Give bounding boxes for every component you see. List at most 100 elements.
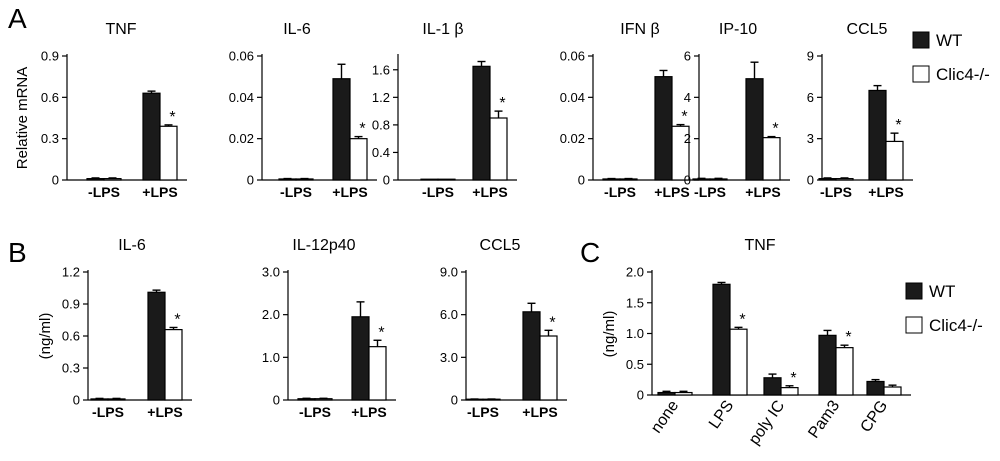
bar-wt [818,334,837,396]
chart-a-5: 0 3 6 9 CCL5 -LPS * +LPS [807,21,913,200]
x-category-label: -LPS [604,184,636,200]
y-tick-label: 6 [807,90,814,105]
y-tick-label: 0 [807,173,814,188]
x-category-label: Pam3 [805,397,843,441]
charts: 00.30.60.9TNF-LPS*+LPS00.020.040.06IL-6-… [14,21,913,448]
x-category-label: +LPS [332,184,367,200]
chart-a-1: 0 0.02 0.04 0.06 IL-6 -LPS * +LPS [229,21,377,200]
y-tick-label: 0 [451,393,458,408]
bar-ko [835,347,854,396]
y-tick-label: 1.2 [372,90,390,105]
significance-marker: * [895,117,901,134]
y-tick-label: 0 [73,393,80,408]
significance-marker: * [772,121,778,138]
bar-wt [522,311,541,401]
x-category-label: +LPS [147,404,182,420]
x-category-label: +LPS [472,184,507,200]
panel-label-a: A [8,3,27,34]
y-tick-label: 0 [684,173,691,188]
x-category-label: +LPS [868,184,903,200]
y-tick-label: 0.04 [560,90,585,105]
y-axis-title: (ng/ml) [37,313,54,360]
bar-ko [437,178,456,181]
chart-title: TNF [105,21,136,38]
panel-label-c: C [580,237,600,268]
chart-b-6: 0 0.3 0.6 0.9 1.2 IL-6 -LPS * +LPS [62,237,192,420]
y-tick-label: 0 [247,173,254,188]
legend-ko-label: Clic4-/- [936,65,990,84]
y-tick-label: 0 [273,393,280,408]
x-category-label: +LPS [522,404,557,420]
significance-marker: * [378,324,384,341]
panel-label-b: B [8,237,27,268]
chart-title: IL-1 β [422,21,463,38]
x-category-label: -LPS [422,184,454,200]
y-tick-label: 0.3 [62,361,80,376]
y-tick-label: 0.9 [41,49,59,64]
bar-wt [818,178,837,181]
bar-ko [349,138,368,181]
bar-ko [489,117,508,181]
y-tick-label: 3.0 [440,350,458,365]
bar-ko [835,178,854,181]
y-tick-label: 0 [578,173,585,188]
x-category-label: +LPS [745,184,780,200]
legend-wt-swatch [912,31,930,49]
bar-wt [332,78,351,181]
legend-top: WT Clic4-/- [912,31,990,84]
bar-wt [420,178,439,181]
y-tick-label: 1.0 [262,350,280,365]
significance-marker: * [549,314,555,331]
y-tick-label: 9 [807,49,814,64]
y-tick-label: 2 [684,131,691,146]
bar-wt [745,78,764,181]
y-tick-label: 9.0 [440,265,458,280]
bar-ko [885,140,904,181]
chart-title: TNF [744,237,775,254]
x-category-label: -LPS [820,184,852,200]
y-tick-label: 0.06 [229,49,254,64]
y-tick-label: 3.0 [262,265,280,280]
bar-wt [472,65,491,181]
chart-b-8: 0 3.0 6.0 9.0 CCL5 -LPS * +LPS [440,237,567,420]
x-category-label: CPG [857,398,891,436]
bar-ko [674,391,693,396]
y-tick-label: 0.6 [62,329,80,344]
significance-marker: * [845,329,851,346]
legend-wt-label: WT [936,31,962,50]
bar-wt [868,89,887,181]
chart-title: CCL5 [847,21,888,38]
x-category-label: +LPS [142,184,177,200]
bar-ko [762,137,781,181]
bar-wt [142,92,161,181]
significance-marker: * [739,311,745,328]
y-tick-label: 0.06 [560,49,585,64]
bar-ko [164,329,183,401]
y-tick-label: 0.02 [560,131,585,146]
x-category-label: -LPS [280,184,312,200]
y-tick-label: 1.2 [62,265,80,280]
y-tick-label: 0.6 [41,90,59,105]
x-category-label: none [648,397,682,436]
chart-a-4: 0 2 4 6 IP-10 -LPS * +LPS [684,21,790,200]
chart-title: IFN β [620,21,659,38]
bar-ko [368,346,387,401]
y-tick-label: 0.5 [626,357,644,372]
bar-wt [147,291,166,401]
bar-wt [657,391,676,396]
x-category-label: -LPS [88,184,120,200]
chart-a-3: 0 0.02 0.04 0.06 IFN β -LPS * +LPS [560,21,699,200]
chart-title: IP-10 [719,21,757,38]
significance-marker: * [681,109,687,126]
x-category-label: -LPS [299,404,331,420]
significance-marker: * [499,95,505,112]
y-tick-label: 6.0 [440,307,458,322]
y-tick-label: 1.0 [626,326,644,341]
bar-wt [351,316,370,401]
bar-ko [103,178,122,181]
x-category-label: +LPS [654,184,689,200]
x-category-label: -LPS [694,184,726,200]
y-axis-title: Relative mRNA [14,67,31,170]
